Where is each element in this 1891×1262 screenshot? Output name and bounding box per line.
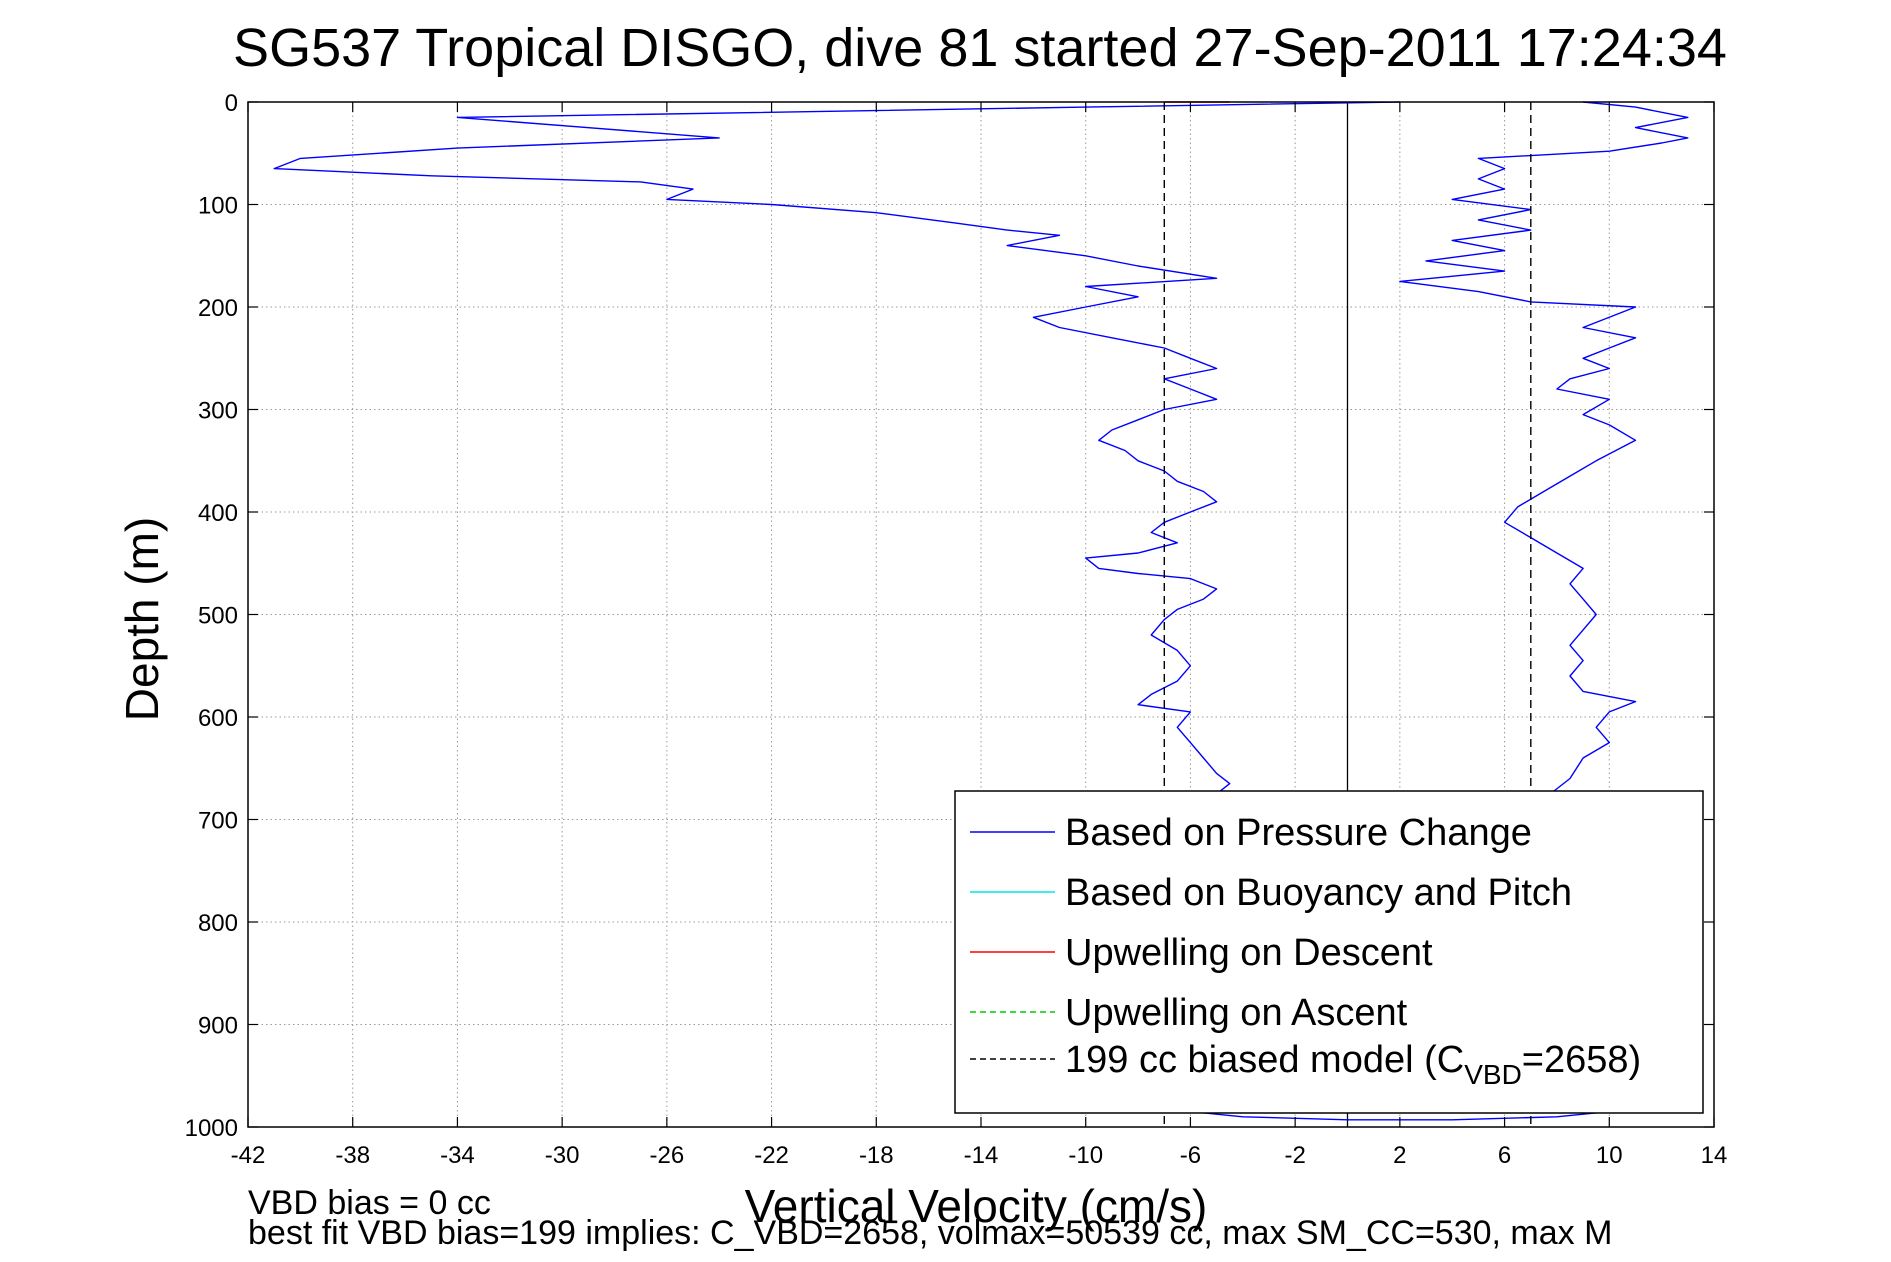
x-axis-label: Vertical Velocity (cm/s) — [745, 1180, 1208, 1232]
legend-label-4: 199 cc biased model (CVBD=2658) — [1065, 1039, 1641, 1090]
x-tick-label-0: -42 — [231, 1142, 266, 1169]
x-tick-label-10: -2 — [1284, 1142, 1305, 1169]
y-tick-label-7: 700 — [198, 808, 238, 835]
x-tick-label-14: 14 — [1701, 1142, 1728, 1169]
legend-label-2: Upwelling on Descent — [1065, 932, 1433, 974]
x-tick-label-12: 6 — [1498, 1142, 1511, 1169]
x-tick-label-11: 2 — [1393, 1142, 1406, 1169]
chart-title: SG537 Tropical DISGO, dive 81 started 27… — [233, 18, 1727, 78]
y-tick-label-2: 200 — [198, 295, 238, 322]
x-tick-label-4: -26 — [650, 1142, 685, 1169]
series-0-descent-line — [273, 101, 1400, 800]
y-tick-label-10: 1000 — [185, 1115, 238, 1142]
x-tick-label-5: -22 — [754, 1142, 789, 1169]
y-tick-label-9: 900 — [198, 1013, 238, 1040]
y-tick-label-1: 100 — [198, 193, 238, 220]
legend: Based on Pressure Change Based on Buoyanc… — [954, 790, 1704, 1114]
grid — [248, 102, 1714, 1127]
y-tick-label-6: 600 — [198, 705, 238, 732]
legend-label-0: Based on Pressure Change — [1065, 812, 1532, 854]
legend-box — [954, 790, 1704, 1114]
x-tick-label-13: 10 — [1596, 1142, 1623, 1169]
x-tick-label-8: -10 — [1068, 1142, 1103, 1169]
y-tick-label-5: 500 — [198, 603, 238, 630]
x-tick-label-7: -14 — [964, 1142, 999, 1169]
y-tick-label-8: 800 — [198, 910, 238, 937]
y-ticks: 0 100 200 300 400 500 600 700 800 900 1000 — [185, 90, 1714, 1142]
x-tick-label-9: -6 — [1180, 1142, 1201, 1169]
x-tick-label-3: -30 — [545, 1142, 580, 1169]
y-axis-label: Depth (m) — [116, 517, 168, 721]
series-4 — [1163, 102, 1532, 1127]
annotation-vbd-bias: VBD bias = 0 cc — [248, 1184, 491, 1222]
y-tick-label-0: 0 — [225, 90, 238, 117]
y-tick-label-4: 400 — [198, 500, 238, 527]
x-ticks: -42 -38 -34 -30 -26 -22 -18 -14 -10 -6 -2 2 6 10 14 — [231, 102, 1728, 1169]
legend-label-1: Based on Buoyancy and Pitch — [1065, 872, 1572, 914]
legend-label-3: Upwelling on Ascent — [1065, 992, 1408, 1034]
x-tick-label-6: -18 — [859, 1142, 894, 1169]
y-tick-label-3: 300 — [198, 398, 238, 425]
x-tick-label-2: -34 — [440, 1142, 475, 1169]
x-tick-label-1: -38 — [335, 1142, 370, 1169]
series-0-ascent-line — [1399, 101, 1689, 800]
annotation-best-fit: best fit VBD bias=199 implies: C_VBD=265… — [248, 1214, 1612, 1252]
